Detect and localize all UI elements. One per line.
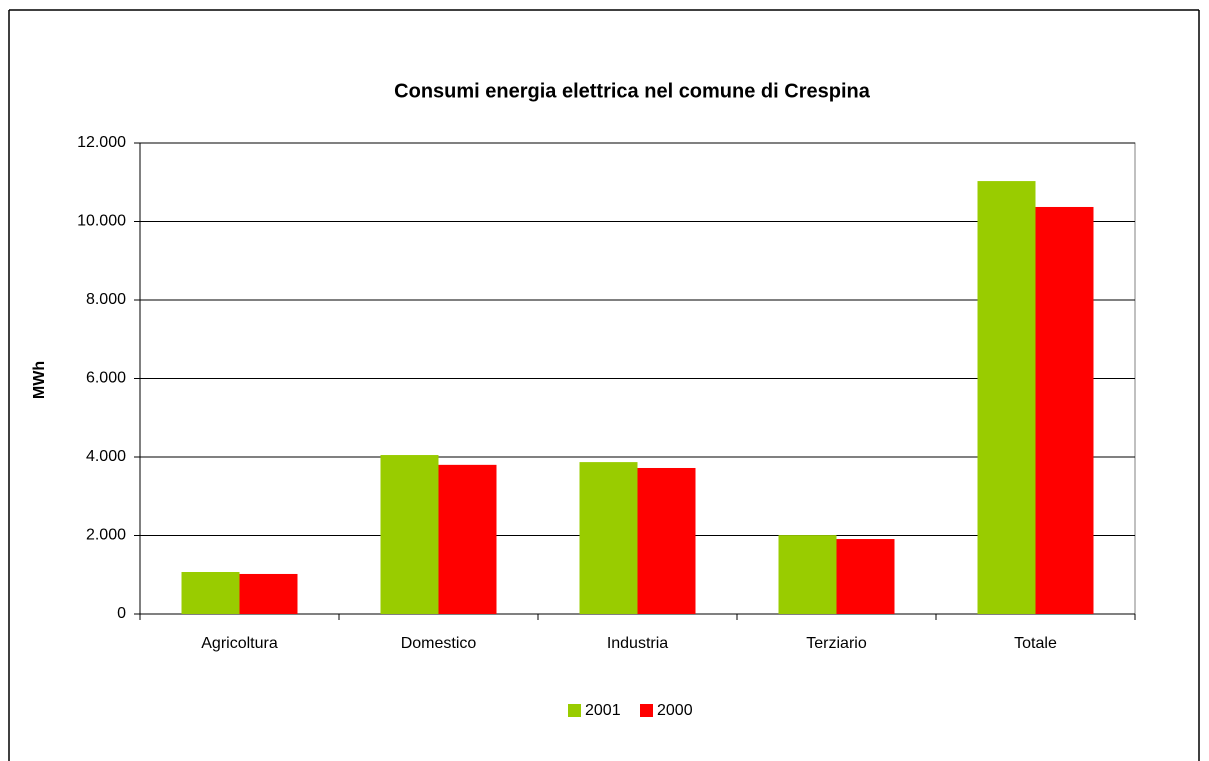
bar xyxy=(1035,206,1094,615)
y-tick-label: 10.000 xyxy=(77,213,126,230)
x-tick-label: Totale xyxy=(1014,635,1057,652)
x-tick-label: Agricoltura xyxy=(201,635,278,652)
y-tick-label: 2.000 xyxy=(86,527,126,544)
bar xyxy=(181,572,240,614)
legend-swatch xyxy=(640,704,653,717)
x-tick-label: Domestico xyxy=(401,635,477,652)
legend-label: 2000 xyxy=(657,702,693,719)
bar xyxy=(778,535,837,614)
y-tick-label: 6.000 xyxy=(86,370,126,387)
y-tick-label: 4.000 xyxy=(86,448,126,465)
y-tick-label: 12.000 xyxy=(77,134,126,151)
x-tick-label: Industria xyxy=(607,635,668,652)
y-axis-label: MWh xyxy=(31,361,48,399)
bar xyxy=(438,464,497,614)
x-tick-label: Terziario xyxy=(806,635,867,652)
y-tick-label: 8.000 xyxy=(86,291,126,308)
bar xyxy=(579,462,638,614)
chart-title: Consumi energia elettrica nel comune di … xyxy=(394,80,871,102)
bar xyxy=(637,467,696,614)
bar xyxy=(977,181,1036,614)
bar xyxy=(380,455,439,614)
legend-swatch xyxy=(568,704,581,717)
bar xyxy=(239,573,298,614)
y-tick-label: 0 xyxy=(117,605,126,622)
bar xyxy=(836,539,895,614)
legend-label: 2001 xyxy=(585,702,621,719)
